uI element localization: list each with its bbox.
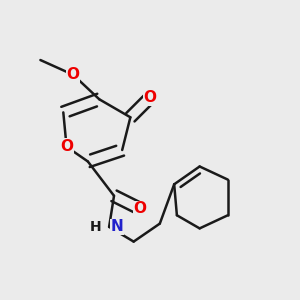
Text: O: O [134, 201, 147, 216]
Text: O: O [67, 67, 80, 82]
Text: H: H [89, 220, 101, 234]
Text: O: O [60, 139, 73, 154]
Text: O: O [143, 90, 157, 105]
Text: N: N [111, 219, 124, 234]
